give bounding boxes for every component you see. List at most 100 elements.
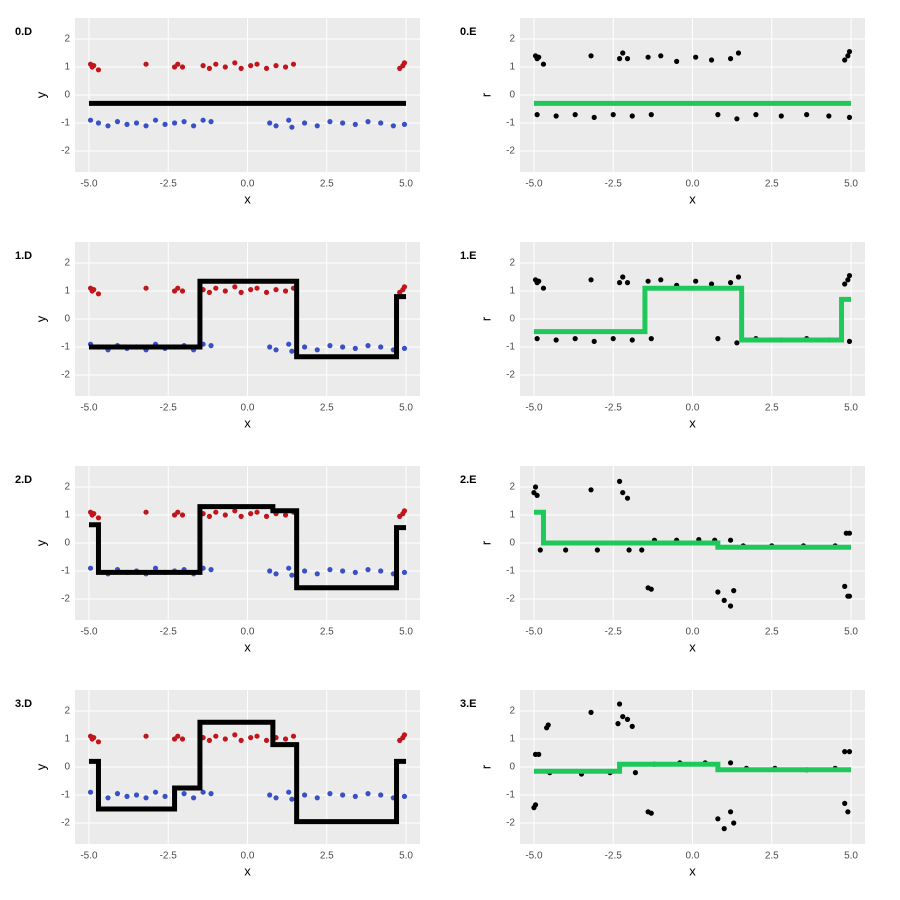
point [591,338,597,344]
point [624,495,631,501]
y-tick-label: 1 [509,734,515,745]
point [639,547,645,553]
point [95,739,102,745]
panel: -2 -1 0 1 2 -5.0 -2.5 0.0 2.5 5.0 2.E x r [460,466,865,654]
point [95,515,102,521]
point [632,770,639,776]
y-tick-label: -1 [61,342,70,353]
point [179,736,186,742]
point [715,589,721,595]
point [289,348,295,354]
point [553,337,559,343]
y-axis-label: y [33,763,48,770]
point [213,509,219,515]
y-axis-label: y [33,315,48,322]
point [175,285,181,291]
point [143,795,149,801]
point [645,54,651,60]
point [273,571,279,577]
panel: -2 -1 0 1 2 -5.0 -2.5 0.0 2.5 5.0 2.D x y [15,466,420,654]
point [846,338,853,344]
y-tick-label: 0 [509,762,515,773]
point [213,61,219,67]
point [301,120,308,126]
point [842,57,848,63]
point [365,119,371,125]
panel: -2 -1 0 1 2 -5.0 -2.5 0.0 2.5 5.0 0.E x r [460,18,865,206]
point [401,284,408,290]
point [248,63,254,69]
step-line [88,504,407,591]
point [727,760,734,766]
point [842,749,848,755]
point [248,735,254,741]
point [95,120,102,126]
y-tick-label: -2 [61,146,70,157]
point [804,112,810,118]
point [610,112,616,118]
point [534,112,540,118]
point [753,112,759,118]
point [624,280,631,286]
x-tick-label: 0.0 [686,179,700,190]
x-tick-label: 5.0 [399,179,413,190]
point [532,484,539,490]
point [248,511,254,517]
point [286,117,292,123]
point [536,751,542,757]
point [624,716,631,722]
point [731,588,737,594]
x-tick-label: -5.0 [525,179,543,190]
point [536,54,542,60]
panel-title: 0.D [15,26,32,38]
panel-title: 2.E [460,474,477,486]
point [340,568,346,574]
point [289,124,295,130]
point [200,789,206,795]
point [87,789,94,795]
point [222,64,228,70]
point [563,547,569,553]
x-tick-label: -5.0 [80,179,98,190]
panel-title: 3.D [15,698,32,710]
point [401,121,408,127]
y-tick-label: 1 [509,62,515,73]
x-tick-label: -5.0 [525,851,543,862]
point [620,50,626,56]
point [378,120,384,126]
point [105,123,111,129]
y-tick-label: 0 [509,538,515,549]
y-tick-label: 0 [64,314,70,325]
point [91,735,97,741]
y-tick-label: 2 [64,482,70,493]
point [401,345,408,351]
x-tick-label: -2.5 [160,851,178,862]
y-tick-label: 0 [509,90,515,101]
point [572,112,578,118]
point [352,569,358,575]
point [588,487,594,493]
x-axis-label: x [689,639,696,654]
point [222,288,228,294]
y-tick-label: -1 [61,790,70,801]
y-tick-label: -1 [506,790,515,801]
y-tick-label: 2 [509,258,515,269]
point [143,61,149,67]
point [114,119,121,125]
point [152,117,159,123]
point [301,792,308,798]
point [327,567,333,573]
point [91,63,97,69]
y-tick-label: 0 [64,762,70,773]
y-tick-label: 2 [64,34,70,45]
x-tick-label: 2.5 [765,851,779,862]
x-axis-label: x [689,191,696,206]
point [842,281,848,287]
x-tick-label: -5.0 [525,403,543,414]
point [708,57,715,63]
y-tick-label: 1 [64,62,70,73]
point [620,490,626,496]
point [175,733,181,739]
point [290,733,297,739]
point [715,336,721,342]
